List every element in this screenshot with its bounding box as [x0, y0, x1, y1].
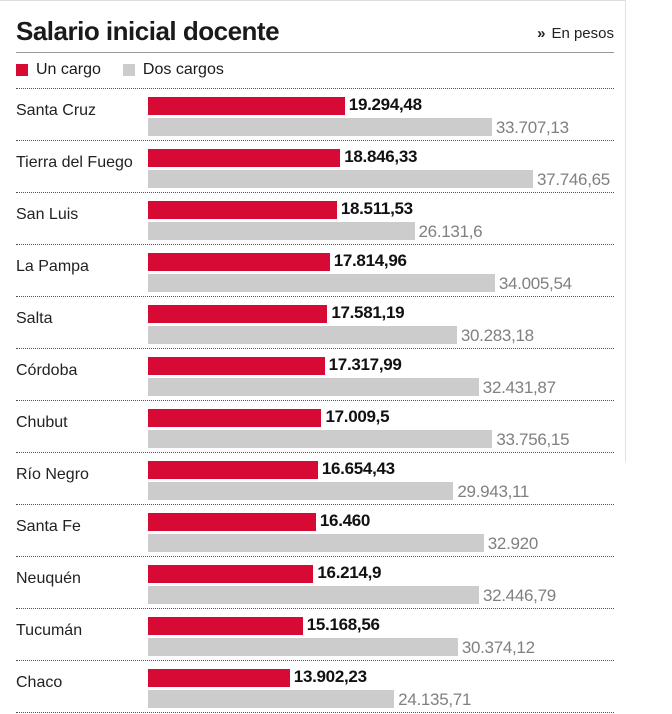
chart-title: Salario inicial docente — [16, 16, 280, 46]
category-label: Santa Fe — [16, 518, 81, 535]
bar-un-cargo — [148, 97, 345, 115]
category-label: Chubut — [16, 414, 68, 431]
bar-dos-cargos — [148, 534, 484, 552]
category-label: Río Negro — [16, 466, 89, 483]
bar-dos-cargos — [148, 170, 534, 188]
bar-dos-cargos — [148, 326, 457, 344]
value-label-dos-cargos: 33.707,13 — [495, 118, 569, 137]
value-label-un-cargo: 16.214,9 — [317, 563, 382, 582]
legend: Un cargo Dos cargos — [16, 61, 246, 79]
bar-un-cargo — [148, 565, 314, 583]
value-label-un-cargo: 17.814,96 — [333, 251, 407, 270]
value-label-dos-cargos: 32.446,79 — [482, 586, 556, 605]
category-label: Chaco — [16, 674, 63, 691]
value-label-dos-cargos: 34.005,54 — [498, 274, 572, 293]
category-label: San Luis — [16, 206, 79, 223]
legend-item-dos-cargos: Dos cargos — [122, 61, 224, 79]
unit-note-text: En pesos — [551, 25, 614, 42]
value-label-un-cargo: 18.846,33 — [344, 147, 418, 166]
table-row: Tucumán 15.168,56 30.374,12 — [16, 608, 614, 660]
bar-dos-cargos — [148, 222, 415, 240]
legend-label: Un cargo — [36, 61, 101, 78]
value-label-dos-cargos: 32.431,87 — [482, 378, 556, 397]
legend-swatch-gray — [122, 64, 135, 76]
value-label-un-cargo: 15.168,56 — [306, 615, 380, 634]
bar-dos-cargos — [148, 638, 458, 656]
category-label: Neuquén — [16, 570, 81, 587]
value-label-un-cargo: 16.460 — [319, 511, 371, 530]
value-label-un-cargo: 17.581,19 — [331, 303, 405, 322]
value-label-un-cargo: 19.294,48 — [348, 95, 422, 114]
value-label-dos-cargos: 30.374,12 — [461, 638, 535, 657]
category-label: Tucumán — [16, 622, 83, 639]
table-row: Chaco 13.902,23 24.135,71 — [16, 660, 614, 713]
category-label: Santa Cruz — [16, 102, 97, 119]
frame-right-border — [625, 0, 626, 462]
table-row: San Luis 18.511,53 26.131,6 — [16, 192, 614, 244]
bar-dos-cargos — [148, 274, 495, 292]
bar-dos-cargos — [148, 482, 454, 500]
bar-un-cargo — [148, 513, 316, 531]
table-row: Chubut 17.009,5 33.756,15 — [16, 400, 614, 452]
bar-un-cargo — [148, 305, 328, 323]
category-label: Salta — [16, 310, 53, 327]
bar-un-cargo — [148, 357, 325, 375]
value-label-un-cargo: 13.902,23 — [293, 667, 367, 686]
bar-un-cargo — [148, 669, 290, 687]
bar-dos-cargos — [148, 430, 493, 448]
value-label-dos-cargos: 24.135,71 — [398, 690, 472, 709]
bar-dos-cargos — [148, 586, 479, 604]
category-label: La Pampa — [16, 258, 89, 275]
unit-note: » En pesos — [537, 25, 614, 42]
value-label-dos-cargos: 32.920 — [487, 534, 539, 553]
value-label-dos-cargos: 30.283,18 — [460, 326, 534, 345]
legend-item-un-cargo: Un cargo — [16, 61, 101, 79]
value-label-un-cargo: 17.009,5 — [325, 407, 390, 426]
table-row: Salta 17.581,19 30.283,18 — [16, 296, 614, 348]
value-label-un-cargo: 17.317,99 — [328, 355, 402, 374]
value-label-dos-cargos: 37.746,65 — [537, 170, 610, 189]
table-row: Río Negro 16.654,43 29.943,11 — [16, 452, 614, 504]
title-rule — [16, 52, 614, 53]
bar-un-cargo — [148, 617, 303, 635]
bar-dos-cargos — [148, 690, 395, 708]
bar-un-cargo — [148, 201, 337, 219]
value-label-dos-cargos: 33.756,15 — [496, 430, 570, 449]
category-label: Tierra del Fuego — [16, 154, 133, 171]
table-row: Córdoba 17.317,99 32.431,87 — [16, 348, 614, 400]
table-row: Tierra del Fuego 18.846,33 37.746,65 — [16, 140, 614, 192]
table-row: Santa Cruz 19.294,48 33.707,13 — [16, 88, 614, 140]
bar-dos-cargos — [148, 118, 492, 136]
value-label-dos-cargos: 29.943,11 — [457, 482, 530, 501]
category-label: Córdoba — [16, 362, 78, 379]
bar-un-cargo — [148, 149, 341, 167]
value-label-un-cargo: 18.511,53 — [340, 199, 413, 218]
legend-swatch-red — [16, 64, 28, 76]
double-chevron-icon: » — [537, 25, 546, 42]
legend-label: Dos cargos — [142, 61, 224, 78]
bar-dos-cargos — [148, 378, 479, 396]
bar-rows: Santa Cruz 19.294,48 33.707,13 Tierra del F… — [16, 88, 614, 713]
bar-un-cargo — [148, 409, 322, 427]
value-label-un-cargo: 16.654,43 — [321, 459, 395, 478]
frame-top-border — [0, 0, 625, 1]
table-row: La Pampa 17.814,96 34.005,54 — [16, 244, 614, 296]
bar-un-cargo — [148, 253, 330, 271]
bar-un-cargo — [148, 461, 318, 479]
value-label-dos-cargos: 26.131,6 — [418, 222, 483, 241]
table-row: Santa Fe 16.460 32.920 — [16, 504, 614, 556]
table-row: Neuquén 16.214,9 32.446,79 — [16, 556, 614, 608]
